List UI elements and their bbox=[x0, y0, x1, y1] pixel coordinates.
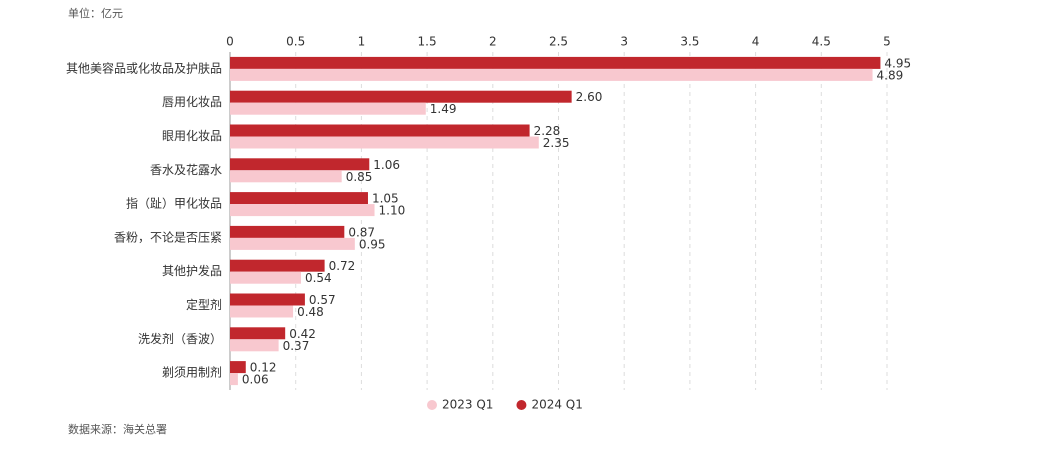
source-note: 数据来源：海关总署 bbox=[68, 422, 167, 436]
legend-marker bbox=[516, 400, 527, 410]
y-tick-label: 定型剂 bbox=[186, 297, 222, 312]
y-tick-label: 香粉，不论是否压紧 bbox=[114, 230, 222, 244]
value-label: 0.95 bbox=[359, 237, 386, 251]
value-label: 4.95 bbox=[884, 56, 911, 70]
x-tick-label: 2 bbox=[489, 35, 497, 49]
value-label: 4.89 bbox=[877, 68, 904, 82]
bar bbox=[230, 305, 294, 318]
value-label: 2.60 bbox=[576, 90, 603, 104]
bar bbox=[230, 204, 375, 217]
value-label: 2.35 bbox=[543, 136, 570, 150]
bar bbox=[230, 56, 881, 69]
bar bbox=[230, 259, 325, 272]
bar bbox=[230, 90, 572, 103]
y-tick-label: 剃须用制剂 bbox=[162, 365, 222, 380]
bar bbox=[230, 124, 530, 137]
y-tick-label: 其他美容品或化妆品及护肤品 bbox=[66, 60, 222, 75]
y-tick-label: 香水及花露水 bbox=[150, 162, 222, 177]
x-tick-label: 3.5 bbox=[680, 35, 699, 49]
y-tick-label: 唇用化妆品 bbox=[162, 95, 222, 109]
x-tick-label: 5 bbox=[883, 35, 891, 49]
y-tick-label: 眼用化妆品 bbox=[162, 129, 222, 143]
value-label: 1.06 bbox=[373, 158, 400, 172]
value-label: 0.72 bbox=[329, 259, 356, 273]
value-label: 2.28 bbox=[534, 124, 561, 138]
value-label: 0.54 bbox=[305, 271, 332, 285]
bar bbox=[230, 373, 238, 386]
bar bbox=[230, 237, 355, 250]
value-label: 0.06 bbox=[242, 373, 269, 387]
bar bbox=[230, 271, 301, 284]
bar bbox=[230, 225, 345, 238]
bar bbox=[230, 170, 342, 183]
bar bbox=[230, 327, 286, 340]
value-label: 0.48 bbox=[297, 305, 324, 319]
value-label: 0.57 bbox=[309, 293, 336, 307]
value-label: 0.42 bbox=[289, 327, 316, 341]
x-tick-label: 2.5 bbox=[549, 35, 568, 49]
x-tick-label: 1.5 bbox=[418, 35, 437, 49]
value-label: 0.87 bbox=[348, 225, 375, 239]
bar bbox=[230, 339, 279, 352]
legend-label: 2024 Q1 bbox=[531, 398, 582, 412]
bar bbox=[230, 192, 368, 205]
x-tick-label: 3 bbox=[620, 35, 628, 49]
value-label: 0.12 bbox=[250, 361, 277, 375]
x-tick-label: 0.5 bbox=[286, 35, 305, 49]
bar bbox=[230, 361, 246, 374]
unit-note: 单位：亿元 bbox=[68, 6, 123, 20]
value-label: 1.49 bbox=[430, 102, 457, 116]
bar bbox=[230, 293, 305, 306]
x-tick-label: 0 bbox=[226, 35, 234, 49]
value-label: 1.10 bbox=[379, 204, 406, 218]
bar bbox=[230, 158, 370, 171]
x-tick-label: 4 bbox=[752, 35, 760, 49]
y-tick-label: 洗发剂（香波） bbox=[138, 331, 222, 346]
x-tick-label: 4.5 bbox=[812, 35, 831, 49]
value-label: 0.85 bbox=[346, 170, 373, 184]
bar bbox=[230, 68, 873, 81]
y-tick-label: 其他护发品 bbox=[162, 263, 222, 278]
bar bbox=[230, 102, 426, 115]
y-tick-label: 指（趾）甲化妆品 bbox=[126, 196, 222, 211]
value-label: 0.37 bbox=[283, 339, 310, 353]
legend-marker bbox=[427, 400, 437, 410]
value-label: 1.05 bbox=[372, 192, 399, 206]
legend-label: 2023 Q1 bbox=[442, 398, 493, 412]
x-tick-label: 1 bbox=[358, 35, 366, 49]
bar bbox=[230, 136, 539, 149]
